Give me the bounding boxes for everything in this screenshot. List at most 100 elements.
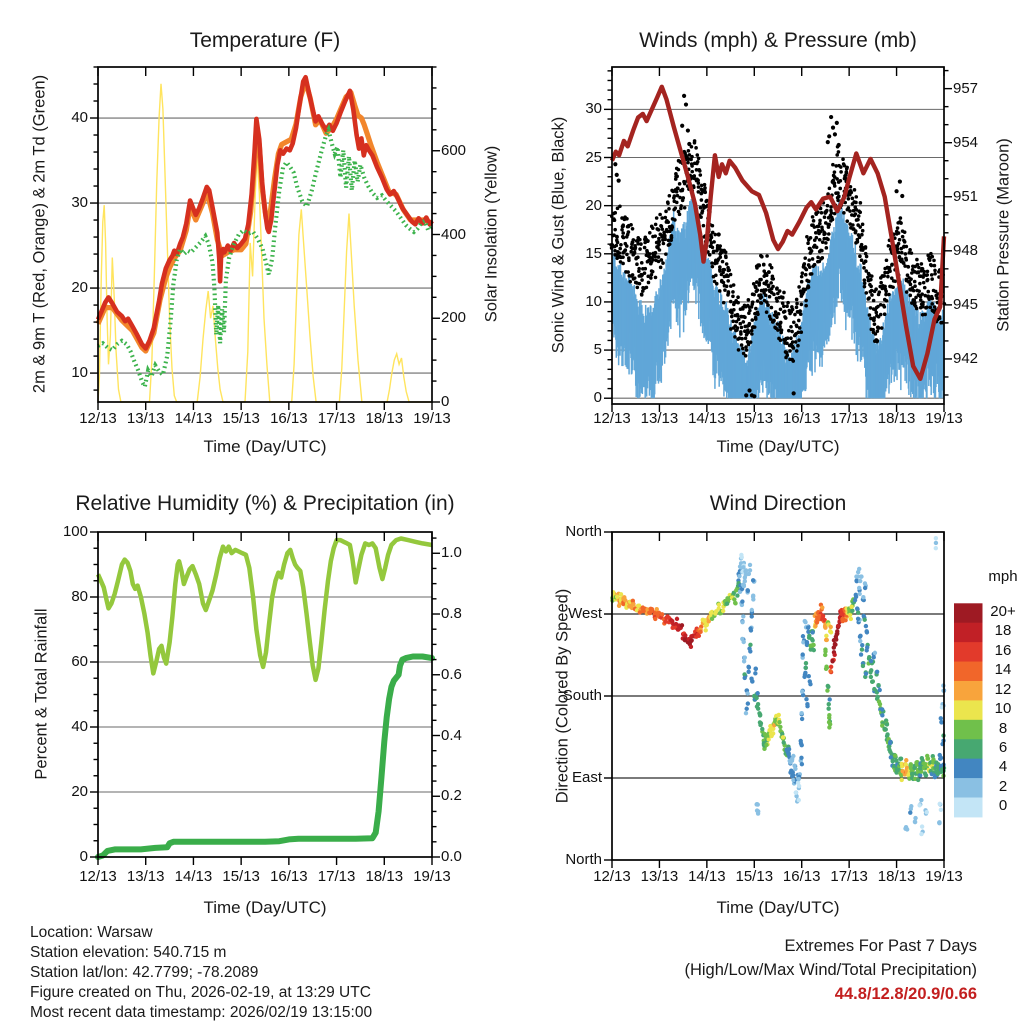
- tick-label: 15/13: [222, 410, 260, 427]
- tick-label: 100: [62, 523, 88, 540]
- extremes-heading: Extremes For Past 7 Days: [784, 937, 977, 955]
- extremes-block: Extremes For Past 7 Days (High/Low/Max W…: [684, 934, 977, 1006]
- tick-label: 18/13: [877, 868, 916, 885]
- legend-swatch: [954, 680, 983, 701]
- tick-label: 80: [71, 588, 88, 605]
- direction-gridlines: [612, 613, 944, 779]
- tick-label: 0: [998, 797, 1008, 815]
- tick-label: 17/13: [830, 868, 868, 885]
- tick-label: 0: [441, 393, 450, 410]
- tick-label: 19/13: [925, 868, 963, 885]
- y-axis-label-direction-left: Direction (Colored By Speed): [553, 588, 572, 804]
- tick-label: 16/13: [270, 410, 308, 427]
- tick-label: 13/13: [126, 410, 165, 427]
- y-axis-label-wind-left: Sonic Wind & Gust (Blue, Black): [549, 116, 568, 354]
- tick-label: 600: [441, 141, 467, 159]
- tick-label: 20: [71, 279, 88, 297]
- tick-label: 6: [998, 738, 1008, 756]
- y-axis-label-solar-right: Solar Insolation (Yellow): [482, 145, 501, 323]
- tick-label: 15/13: [735, 868, 774, 885]
- tick-label: 12/13: [79, 410, 117, 427]
- tick-label: 19/13: [413, 868, 451, 885]
- tick-label: 16/13: [270, 868, 308, 885]
- tick-label: 16/13: [782, 868, 821, 885]
- tick-label: 951: [953, 187, 979, 205]
- tick-label: 1.0: [441, 544, 462, 562]
- tick-label: 0.4: [441, 726, 462, 744]
- station-info-block: Location: Warsaw Station elevation: 540.…: [30, 923, 372, 1023]
- x-axis-label-direction: Time (Day/UTC): [716, 898, 840, 917]
- temperature-series: [95, 74, 434, 403]
- speed-colorbar: [954, 603, 983, 818]
- station-location: Location: Warsaw: [30, 924, 153, 941]
- tick-label: 60: [71, 653, 88, 670]
- axes-frame: [604, 531, 945, 868]
- tick-label: 17/13: [317, 410, 356, 427]
- tick-label: 20+: [990, 603, 1016, 620]
- tick-label: 14/13: [688, 410, 726, 427]
- tick-label: 14/13: [174, 410, 213, 427]
- tick-label: 25: [585, 148, 602, 166]
- tick-label: West: [568, 605, 602, 622]
- tick-label: East: [571, 769, 602, 786]
- 2m-temp-line: [95, 74, 434, 351]
- tick-label: 18/13: [365, 868, 404, 885]
- legend-swatch: [954, 661, 983, 682]
- chart-title-winds-pressure: Winds (mph) & Pressure (mb): [639, 29, 917, 52]
- x-axis-label-humidity: Time (Day/UTC): [203, 898, 327, 917]
- pressure-series: [609, 84, 947, 381]
- gust-dots: [609, 93, 947, 399]
- tick-label: 0.2: [441, 787, 462, 805]
- tick-label: 0.8: [441, 605, 462, 622]
- tick-label: 40: [71, 109, 88, 126]
- tick-label: 19/13: [413, 410, 451, 427]
- x-axis-label-winds: Time (Day/UTC): [716, 437, 840, 456]
- chart-title-humidity-precip: Relative Humidity (%) & Precipitation (i…: [75, 492, 455, 515]
- tick-label: 400: [441, 225, 467, 243]
- tick-label: 0.0: [441, 848, 462, 865]
- tick-label: 10: [71, 364, 88, 382]
- axes-frame: [90, 531, 440, 865]
- tick-label: 200: [441, 309, 467, 327]
- tick-label: 16/13: [782, 410, 821, 427]
- y-axis-label-temperature-left: 2m & 9m T (Red, Orange) & 2m Td (Green): [30, 74, 49, 394]
- tick-label: 15/13: [735, 410, 774, 427]
- tick-label: 14: [994, 661, 1012, 679]
- tick-label: 16: [994, 641, 1012, 659]
- tick-label: North: [565, 851, 602, 868]
- tick-label: 30: [71, 194, 88, 212]
- tick-label: 17/13: [317, 868, 356, 885]
- station-latlon: Station lat/lon: 42.7799; -78.2089: [30, 964, 259, 981]
- chart-title-temperature: Temperature (F): [189, 29, 341, 52]
- legend-swatch: [954, 797, 983, 818]
- tick-label: 18/13: [365, 410, 404, 427]
- colorbar-title: mph: [988, 568, 1018, 585]
- tick-label: 17/13: [830, 410, 868, 427]
- figure-created-line: Figure created on Thu, 2026-02-19, at 13…: [30, 984, 371, 1001]
- pressure-line: [609, 84, 947, 381]
- tick-label: 14/13: [688, 868, 726, 885]
- direction-scatter: [610, 535, 947, 837]
- tick-label: 18: [994, 622, 1012, 640]
- tick-label: 20: [585, 196, 602, 214]
- tick-label: 18/13: [877, 410, 916, 427]
- tick-label: 0.6: [441, 665, 462, 683]
- legend-swatch: [954, 603, 983, 624]
- legend-swatch: [954, 622, 983, 643]
- legend-swatch: [954, 700, 983, 721]
- data-timestamp-line: Most recent data timestamp: 2026/02/19 1…: [30, 1004, 373, 1021]
- tick-label: 13/13: [640, 868, 679, 885]
- tick-label: 0: [79, 848, 88, 865]
- tick-label: 13/13: [126, 868, 165, 885]
- tick-label: 15: [585, 244, 602, 262]
- legend-swatch: [954, 719, 983, 740]
- solar-insolation-line: [97, 83, 432, 403]
- legend-swatch: [954, 642, 983, 663]
- tick-label: 13/13: [640, 410, 679, 427]
- tick-label: 954: [953, 133, 979, 151]
- tick-label: 10: [585, 292, 602, 310]
- tick-label: 948: [953, 241, 979, 259]
- tick-label: 40: [71, 718, 88, 735]
- relative-humidity-line: [95, 536, 433, 683]
